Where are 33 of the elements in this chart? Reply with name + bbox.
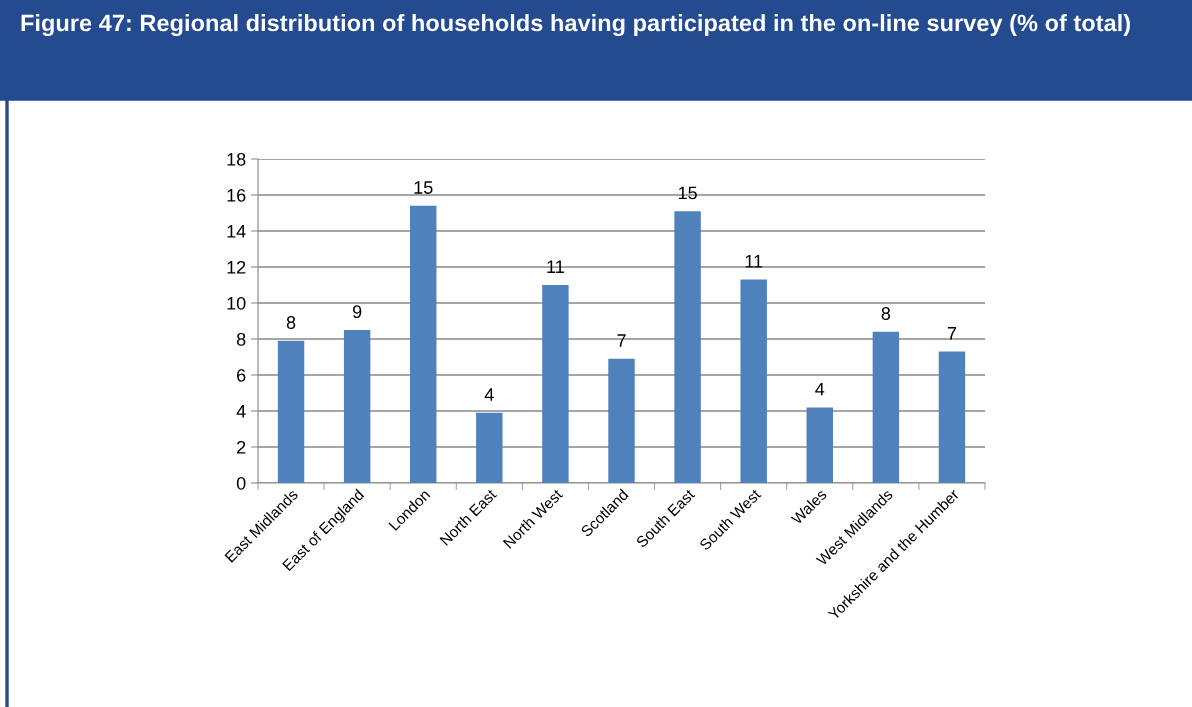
- data-label: 7: [947, 327, 957, 340]
- data-label: 9: [352, 305, 362, 319]
- data-label: 11: [745, 255, 763, 268]
- y-tick-label: 4: [236, 405, 246, 418]
- y-tick-label: 14: [227, 225, 246, 238]
- y-tick-label: 8: [236, 332, 246, 346]
- bar: [806, 407, 833, 483]
- data-label: 15: [678, 186, 697, 200]
- bar: [674, 211, 701, 483]
- y-tick-label: 0: [236, 476, 246, 490]
- data-label: 7: [617, 334, 626, 347]
- data-label: 4: [815, 382, 825, 396]
- y-tick-label: 10: [227, 296, 246, 310]
- bar: [410, 205, 437, 483]
- bar: [938, 351, 966, 483]
- y-tick-label: 6: [237, 368, 246, 382]
- chart-title: Figure 47: Regional distribution of households having participated in the on-line survey (% of total): [21, 14, 1130, 37]
- y-tick-label: 18: [227, 152, 246, 166]
- bar: [872, 331, 900, 483]
- data-label: 8: [881, 307, 891, 320]
- bar: [277, 340, 305, 483]
- y-tick-label: 2: [237, 440, 246, 454]
- y-tick-label: 12: [227, 260, 246, 274]
- bar: [740, 279, 767, 483]
- y-tick-label: 16: [227, 188, 246, 202]
- data-label: 11: [547, 260, 564, 273]
- bar: [343, 330, 371, 483]
- data-label: 15: [414, 181, 433, 194]
- data-label: 4: [484, 388, 494, 401]
- bar: [542, 285, 569, 483]
- bar: [476, 412, 503, 483]
- data-label: 8: [286, 316, 296, 329]
- bar: [608, 358, 635, 483]
